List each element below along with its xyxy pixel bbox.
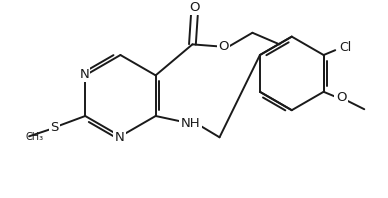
Text: N: N xyxy=(114,131,124,144)
Text: N: N xyxy=(80,68,89,81)
Text: NH: NH xyxy=(181,117,200,130)
Text: Cl: Cl xyxy=(339,41,351,54)
Text: S: S xyxy=(50,121,59,134)
Text: O: O xyxy=(336,91,346,104)
Text: O: O xyxy=(189,1,199,14)
Text: O: O xyxy=(218,40,229,53)
Text: CH₃: CH₃ xyxy=(25,132,43,142)
